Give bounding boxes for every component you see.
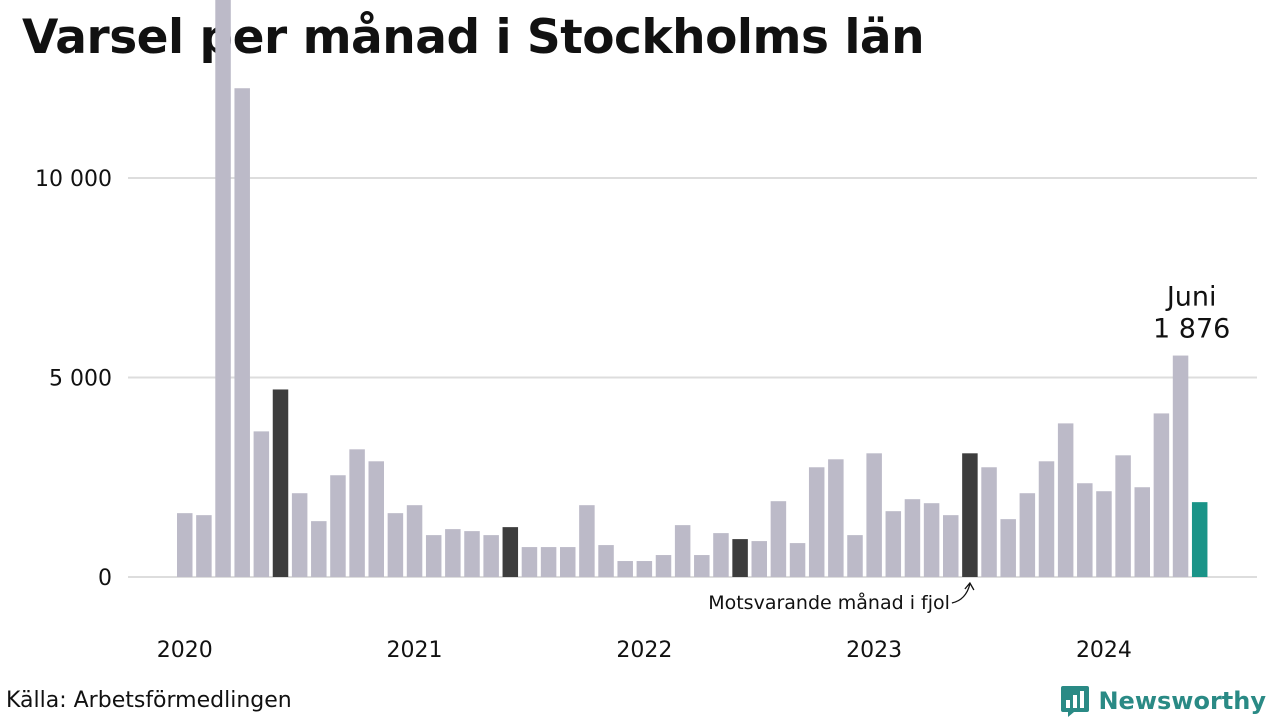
bar <box>502 527 519 578</box>
bar <box>694 555 710 577</box>
bar <box>885 511 902 577</box>
brand-name: Newsworthy <box>1098 687 1266 715</box>
x-tick-label: 2022 <box>616 638 672 663</box>
bar <box>904 499 921 577</box>
bars <box>177 0 1208 578</box>
annotations: Juni 1 876 Motsvarande månad i fjol <box>708 282 1230 614</box>
bar <box>311 521 327 577</box>
bar <box>234 88 250 577</box>
bar <box>215 0 231 577</box>
bar <box>636 561 653 577</box>
bar <box>330 475 346 577</box>
bar <box>751 541 767 577</box>
bar <box>1115 455 1131 577</box>
y-tick-label: 0 <box>98 566 112 591</box>
bar <box>406 505 423 577</box>
bar <box>732 539 748 577</box>
bar <box>847 535 863 577</box>
bar <box>770 501 787 577</box>
bar <box>560 547 576 577</box>
bar <box>981 467 997 577</box>
x-tick-label: 2023 <box>846 638 902 663</box>
bar <box>923 503 940 577</box>
bar <box>1153 413 1170 577</box>
y-tick-label: 10 000 <box>35 167 112 192</box>
current-value-label: 1 876 <box>1153 314 1230 345</box>
bar <box>540 547 557 577</box>
bar <box>253 431 270 577</box>
bar <box>291 493 308 577</box>
brand-logo[interactable]: Newsworthy <box>1060 684 1266 718</box>
x-tick-label: 2021 <box>387 638 443 663</box>
bar <box>1057 423 1074 577</box>
bar-chart-speech-icon <box>1061 686 1090 717</box>
same-month-note-label: Motsvarande månad i fjol <box>708 591 950 614</box>
bar <box>196 515 212 577</box>
bar <box>387 513 404 577</box>
same-month-arrowhead <box>964 581 975 591</box>
bar <box>808 467 825 577</box>
bar <box>177 513 193 577</box>
bar <box>598 545 614 577</box>
x-tick-label: 2024 <box>1076 638 1132 663</box>
bar <box>445 529 461 577</box>
bar <box>789 543 806 577</box>
same-month-arrow <box>951 583 971 604</box>
bar-current-month <box>1191 502 1208 577</box>
bar <box>521 547 538 577</box>
bar <box>368 461 384 577</box>
bar <box>483 535 499 577</box>
bar <box>1000 519 1016 577</box>
bar <box>617 561 633 577</box>
bar <box>962 453 978 577</box>
bar <box>349 449 365 577</box>
bar <box>272 389 289 577</box>
bar <box>1038 461 1055 577</box>
current-month-label: Juni <box>1165 282 1217 313</box>
x-tick-label: 2020 <box>157 638 213 663</box>
source-note: Källa: Arbetsförmedlingen <box>6 688 292 713</box>
bar <box>674 525 691 577</box>
y-tick-label: 5 000 <box>49 367 112 392</box>
bar <box>1172 355 1189 577</box>
bar <box>579 505 595 577</box>
bar <box>713 533 729 577</box>
bar <box>1077 483 1093 577</box>
bar <box>425 535 442 577</box>
bar <box>464 531 480 577</box>
bar <box>943 515 959 577</box>
bar <box>828 459 844 577</box>
bar <box>866 453 882 577</box>
x-axis-tick-labels: 2020 2021 2022 2023 2024 <box>157 638 1132 663</box>
bar <box>1096 491 1112 577</box>
chart-title: Varsel per månad i Stockholms län <box>22 10 925 65</box>
bar <box>1134 487 1150 577</box>
bar <box>1019 493 1036 577</box>
bar <box>655 555 672 577</box>
